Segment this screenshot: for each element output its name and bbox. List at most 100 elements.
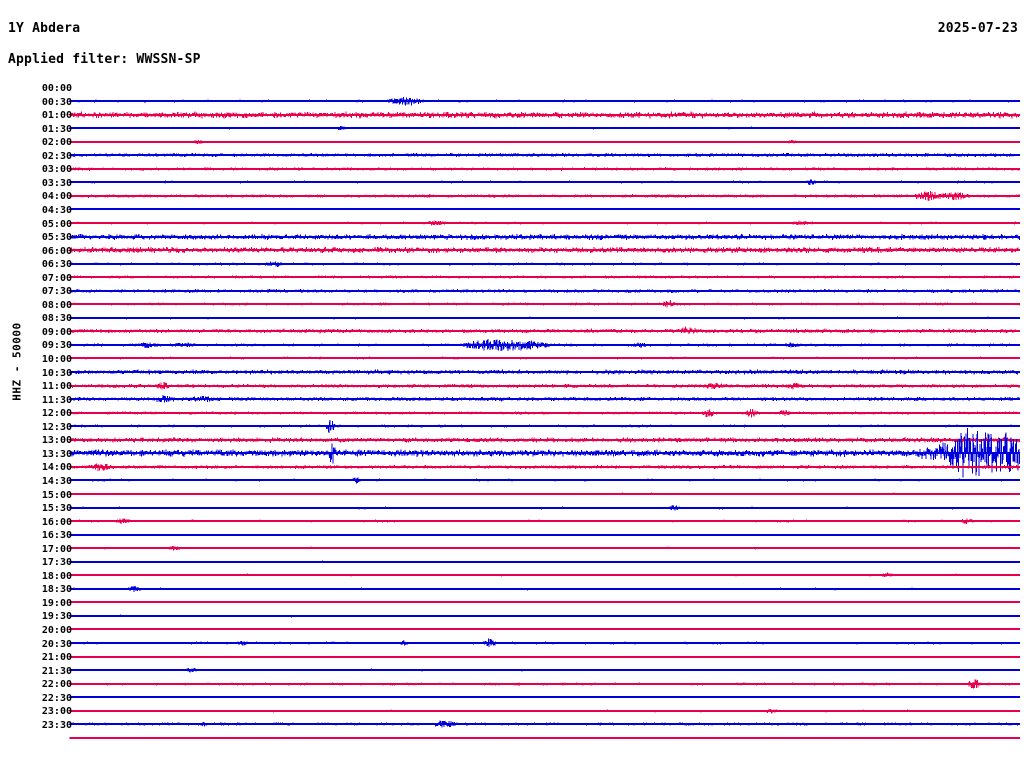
time-label: 17:30 [41,557,72,568]
trace-row: 11:00 [0,382,1024,410]
waveform-trace[interactable] [69,383,1020,418]
trace-row: 03:00 [0,165,1024,193]
time-label: 13:00 [41,435,72,446]
trace-row: 20:30 [0,640,1024,668]
time-label: 06:00 [41,246,72,257]
time-label: 10:00 [41,354,72,365]
trace-row: 09:00 [0,328,1024,356]
waveform-trace[interactable] [69,315,1020,352]
time-label: 07:00 [41,273,72,284]
trace-row: 07:00 [0,274,1024,302]
trace-row: 12:00 [0,409,1024,437]
waveform-trace[interactable] [69,396,1020,433]
waveform-trace[interactable] [69,681,1020,714]
waveform-trace[interactable] [69,627,1020,659]
waveform-trace[interactable] [69,288,1020,320]
time-label: 07:30 [41,286,72,297]
waveform-trace[interactable] [69,112,1020,144]
waveform-trace[interactable] [69,599,1020,631]
trace-row: 05:00 [0,220,1024,248]
station-title: 1Y Abdera [8,21,81,36]
waveform-trace[interactable] [69,71,1020,106]
trace-row: 18:00 [0,572,1024,600]
time-label: 01:30 [41,124,72,135]
waveform-trace[interactable] [69,559,1020,592]
time-label: 23:30 [41,720,72,731]
time-label: 11:00 [41,381,72,392]
trace-row: 13:00 [0,428,1024,478]
waveform-trace[interactable] [69,274,1020,308]
time-label: 03:00 [41,164,72,175]
waveform-trace[interactable] [69,220,1020,254]
time-label: 14:30 [41,476,72,487]
trace-row: 02:30 [0,152,1024,180]
waveform-trace[interactable] [69,261,1020,293]
waveform-trace[interactable] [69,532,1020,564]
waveform-trace[interactable] [69,437,1020,472]
waveform-trace[interactable] [69,464,1020,496]
waveform-trace[interactable] [69,654,1020,689]
waveform-trace[interactable] [69,572,1020,604]
waveform-trace[interactable] [69,166,1020,202]
waveform-trace[interactable] [69,301,1020,334]
time-label: 17:00 [41,544,72,555]
waveform-trace[interactable] [69,410,1020,443]
time-label: 01:00 [41,110,72,121]
waveform-trace[interactable] [69,450,1020,484]
time-label: 05:00 [41,219,72,230]
trace-row: 21:00 [0,653,1024,681]
waveform-trace[interactable] [69,708,1020,740]
time-label: 09:00 [41,327,72,338]
waveform-trace[interactable] [69,247,1020,279]
trace-row: 06:00 [0,247,1024,275]
trace-row: 02:00 [0,138,1024,166]
waveform-trace[interactable] [69,667,1020,699]
waveform-trace[interactable] [69,234,1020,267]
trace-row: 04:00 [0,192,1024,220]
waveform-trace[interactable] [69,139,1020,171]
time-label: 04:30 [41,205,72,216]
waveform-trace[interactable] [69,207,1020,241]
time-label: 12:30 [41,422,72,433]
time-label: 12:00 [41,408,72,419]
waveform-trace[interactable] [69,491,1020,525]
waveform-trace[interactable] [69,505,1020,537]
waveform-trace[interactable] [69,613,1020,647]
waveform-trace[interactable] [69,98,1020,131]
waveform-trace[interactable] [69,518,1020,551]
waveform-trace[interactable] [69,586,1020,618]
trace-row: 00:00 [0,84,1024,112]
time-label: 08:30 [41,313,72,324]
time-label: 15:00 [41,490,72,501]
trace-row: 17:30 [0,558,1024,586]
trace-row: 10:00 [0,355,1024,383]
waveform-trace[interactable] [69,478,1020,511]
waveform-trace[interactable] [69,328,1020,360]
waveform-trace[interactable] [69,356,1020,390]
waveform-trace[interactable] [69,369,1020,403]
trace-row: 11:30 [0,396,1024,424]
waveform-trace[interactable] [69,193,1020,226]
waveform-trace[interactable] [69,694,1020,728]
time-label: 05:30 [41,232,72,243]
waveform-trace[interactable] [69,640,1020,673]
trace-row: 00:30 [0,98,1024,126]
trace-row: 15:30 [0,504,1024,532]
time-label: 11:30 [41,395,72,406]
waveform-trace[interactable] [69,85,1020,119]
trace-row: 19:00 [0,599,1024,627]
waveform-trace[interactable] [69,179,1020,211]
record-date: 2025-07-23 [937,21,1018,36]
trace-row: 14:00 [0,463,1024,491]
waveform-trace[interactable] [69,342,1020,375]
trace-row: 23:00 [0,707,1024,735]
waveform-trace[interactable] [69,152,1020,186]
waveform-trace[interactable] [69,545,1020,578]
waveform-trace[interactable] [69,423,1020,478]
waveform-trace[interactable] [69,125,1020,158]
time-label: 21:30 [41,666,72,677]
trace-row: 03:30 [0,179,1024,207]
time-label: 02:30 [41,151,72,162]
trace-row: 22:00 [0,680,1024,708]
time-label: 16:30 [41,530,72,541]
